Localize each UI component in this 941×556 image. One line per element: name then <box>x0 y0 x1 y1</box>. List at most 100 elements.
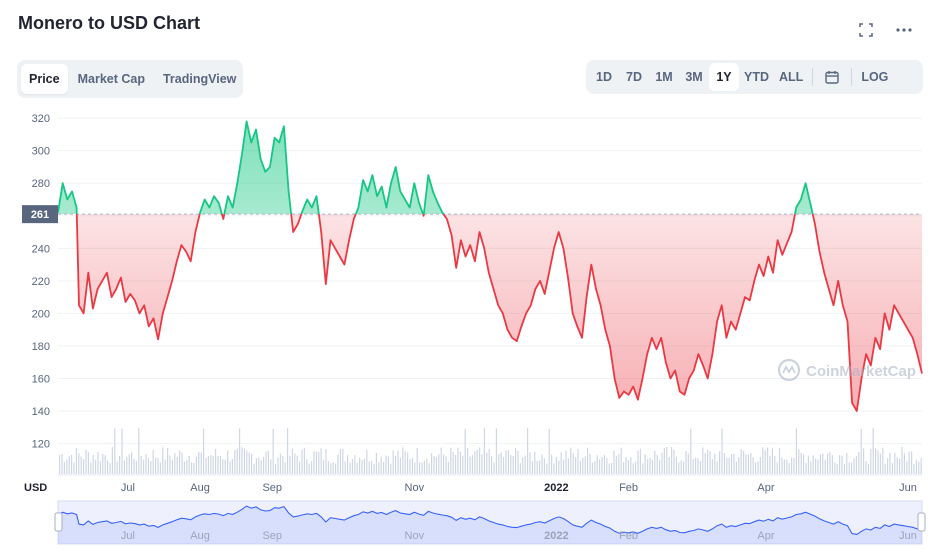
volume-bar <box>894 452 896 474</box>
volume-bar <box>351 459 353 474</box>
volume-bar <box>911 451 913 474</box>
volume-bar <box>543 458 545 474</box>
expand-icon[interactable] <box>854 18 878 42</box>
volume-bar <box>80 456 82 474</box>
volume-bar <box>764 450 766 474</box>
volume-bar <box>699 461 701 474</box>
navigator-tick-label: Apr <box>757 530 774 542</box>
volume-bar <box>851 462 853 474</box>
volume-bar <box>510 455 512 474</box>
volume-bar <box>200 452 202 474</box>
volume-bar <box>373 464 375 474</box>
volume-bar <box>608 463 610 474</box>
tab-market-cap[interactable]: Market Cap <box>77 72 145 86</box>
more-horizontal-icon[interactable] <box>892 18 916 42</box>
volume-bar <box>697 458 699 474</box>
range-3m[interactable]: 3M <box>685 70 703 84</box>
range-divider <box>851 68 853 86</box>
volume-bar <box>342 448 344 474</box>
volume-bar <box>128 454 130 474</box>
volume-bar <box>476 449 478 474</box>
volume-bar <box>239 428 241 474</box>
range-1y[interactable]: 1Y <box>709 63 739 91</box>
volume-bar <box>827 453 829 474</box>
volume-bar <box>299 461 301 474</box>
volume-bar <box>551 454 553 474</box>
volume-bar <box>716 461 718 474</box>
volume-bar <box>774 456 776 474</box>
volume-bar <box>743 450 745 474</box>
volume-bar <box>647 459 649 474</box>
x-tick-label: 2022 <box>544 482 568 494</box>
volume-bar <box>791 457 793 474</box>
volume-bar <box>668 457 670 474</box>
volume-bar <box>870 448 872 474</box>
volume-bar <box>366 449 368 474</box>
volume-bar <box>212 456 214 474</box>
volume-bar <box>625 456 627 474</box>
volume-bar <box>337 454 339 474</box>
volume-bar <box>836 464 838 474</box>
volume-bar <box>512 456 514 474</box>
volume-bar <box>759 457 761 474</box>
volume-bar <box>788 463 790 474</box>
volume-bar <box>169 455 171 474</box>
volume-bar <box>656 455 658 474</box>
volume-bar <box>726 458 728 474</box>
volume-bar <box>157 457 159 474</box>
range-1d[interactable]: 1D <box>596 70 612 84</box>
range-7d[interactable]: 7D <box>626 70 642 84</box>
navigator-tick-label: Aug <box>190 530 210 542</box>
volume-bar <box>707 449 709 474</box>
log-scale-toggle[interactable]: LOG <box>861 70 889 84</box>
volume-bar <box>776 462 778 474</box>
volume-bar <box>740 449 742 474</box>
range-ytd[interactable]: YTD <box>744 70 769 84</box>
volume-bar <box>517 451 519 474</box>
logo-mark <box>782 365 796 374</box>
volume-bar <box>553 463 555 474</box>
volume-bar <box>440 447 442 474</box>
more-dots-glyph <box>896 28 912 32</box>
tab-tradingview[interactable]: TradingView <box>162 72 237 86</box>
x-axis-tick-labels: Jul Aug Sep Nov 2022 Feb Apr Jun <box>121 482 917 494</box>
volume-bar <box>800 452 802 474</box>
volume-bar <box>383 462 385 474</box>
volume-bar <box>116 461 118 474</box>
volume-bar <box>841 455 843 474</box>
volume-bar <box>747 454 749 474</box>
volume-bar <box>455 455 457 474</box>
volume-bar <box>879 453 881 474</box>
calendar-icon[interactable] <box>817 63 847 91</box>
volume-bar <box>735 461 737 474</box>
coinmarketcap-logo-icon <box>777 358 801 382</box>
volume-bar <box>253 463 255 474</box>
volume-bar <box>486 452 488 474</box>
volume-bar <box>123 460 125 474</box>
volume-bar <box>399 457 401 474</box>
volume-bar <box>294 453 296 474</box>
volume-bar <box>750 453 752 474</box>
volume-bar <box>289 455 291 474</box>
range-1m[interactable]: 1M <box>655 70 673 84</box>
tab-price[interactable]: Price <box>21 64 68 94</box>
currency-label: USD <box>24 482 47 494</box>
volume-bar <box>140 456 142 474</box>
volume-bar <box>906 461 908 474</box>
volume-bar <box>803 454 805 474</box>
volume-bar <box>263 456 265 474</box>
volume-bar <box>395 455 397 474</box>
navigator[interactable]: Jul Aug Sep Nov 2022 Feb Apr Jun <box>54 500 926 545</box>
navigator-handle-right[interactable] <box>917 512 926 532</box>
volume-bar <box>771 448 773 474</box>
volume-bar <box>327 461 329 474</box>
x-tick-label: Sep <box>262 482 282 494</box>
volume-bar <box>704 452 706 474</box>
navigator-handle-left[interactable] <box>54 512 63 532</box>
range-all[interactable]: ALL <box>779 70 804 84</box>
volume-bar <box>361 459 363 474</box>
volume-bar <box>882 447 884 474</box>
volume-bar <box>371 461 373 474</box>
volume-bar <box>387 456 389 474</box>
